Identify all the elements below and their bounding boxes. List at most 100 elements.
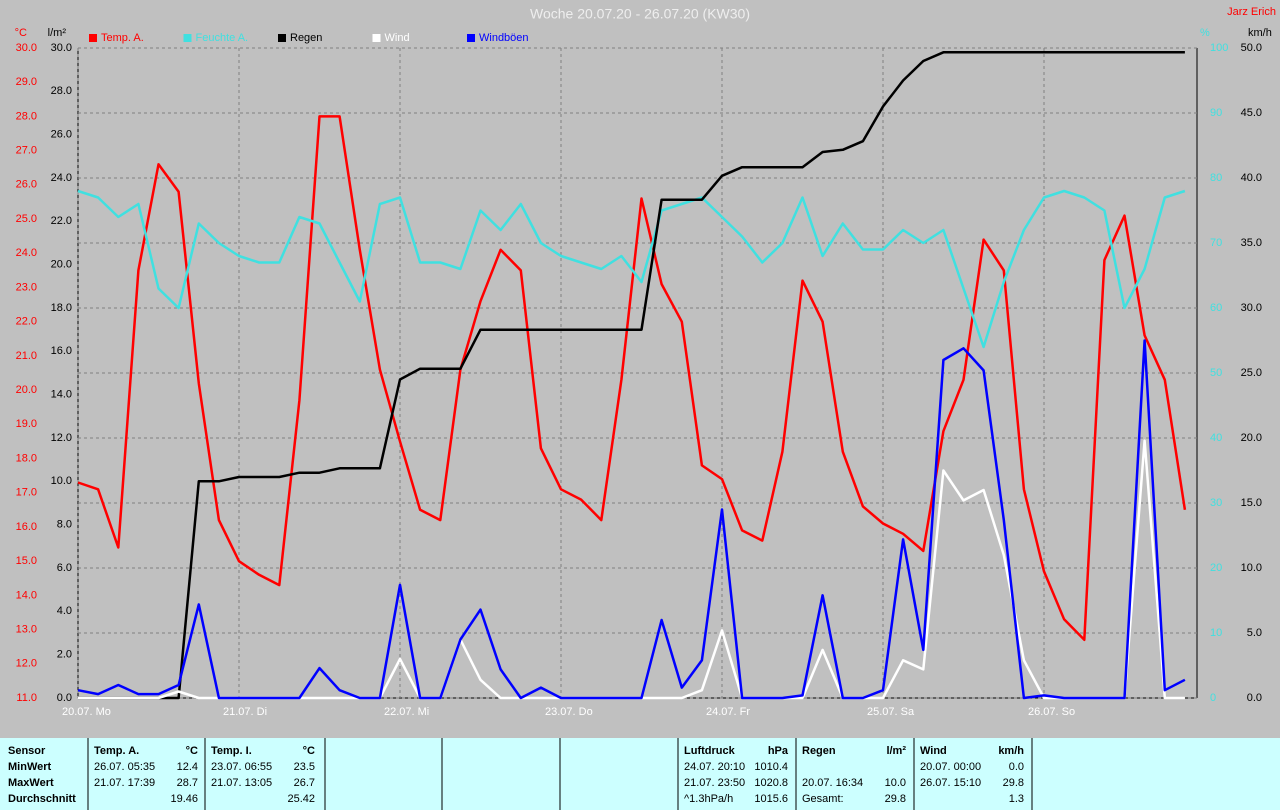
cell-time: 23.07. 06:55 [211, 761, 272, 773]
y-tick-label: 27.0 [16, 145, 37, 157]
cell-value: 1010.4 [754, 761, 788, 773]
x-tick-label: 20.07. Mo [62, 706, 111, 718]
legend-swatch [89, 34, 97, 42]
y3-tick-label: 18.0 [51, 302, 72, 314]
y3-unit: l/m² [48, 27, 67, 39]
y3-tick-label: 0.0 [57, 692, 72, 704]
cell-time: 20.07. 16:34 [802, 777, 863, 789]
y3-tick-label: 24.0 [51, 172, 72, 184]
row-label: Sensor [8, 745, 46, 757]
column-unit: °C [303, 745, 315, 757]
column-title: Wind [920, 745, 947, 757]
legend-label: Feuchte A. [196, 32, 249, 44]
y-tick-label: 25.0 [16, 213, 37, 225]
y-tick-label: 20.0 [16, 384, 37, 396]
y4-tick-label: 0 [1210, 692, 1216, 704]
cell-value: 0.0 [1009, 761, 1024, 773]
column-unit: km/h [998, 745, 1024, 757]
y4-unit: % [1200, 27, 1210, 39]
y4-tick-label: 10 [1210, 627, 1222, 639]
y-tick-label: 13.0 [16, 623, 37, 635]
y2-tick-label: 45.0 [1241, 107, 1262, 119]
x-tick-label: 23.07. Do [545, 706, 593, 718]
y2-tick-label: 5.0 [1247, 627, 1262, 639]
x-tick-label: 24.07. Fr [706, 706, 750, 718]
cell-value: 25.42 [287, 793, 315, 805]
y4-tick-label: 20 [1210, 562, 1222, 574]
y2-tick-label: 25.0 [1241, 367, 1262, 379]
author: Jarz Erich [1227, 6, 1276, 18]
x-tick-label: 22.07. Mi [384, 706, 429, 718]
stats-panel [0, 738, 1280, 810]
row-label: Durchschnitt [8, 793, 76, 805]
y3-tick-label: 20.0 [51, 259, 72, 271]
y4-tick-label: 50 [1210, 367, 1222, 379]
cell-time: 26.07. 15:10 [920, 777, 981, 789]
y-tick-label: 21.0 [16, 350, 37, 362]
y-tick-label: 12.0 [16, 658, 37, 670]
y-tick-label: 19.0 [16, 418, 37, 430]
cell-value: 1.3 [1009, 793, 1024, 805]
y3-tick-label: 10.0 [51, 475, 72, 487]
series-line [77, 189, 1186, 349]
y2-tick-label: 40.0 [1241, 172, 1262, 184]
y3-tick-label: 4.0 [57, 605, 72, 617]
x-tick-label: 25.07. Sa [867, 706, 915, 718]
y-tick-label: 14.0 [16, 589, 37, 601]
cell-value: 10.0 [885, 777, 906, 789]
y3-tick-label: 30.0 [51, 42, 72, 54]
y3-tick-label: 26.0 [51, 129, 72, 141]
y-tick-label: 18.0 [16, 452, 37, 464]
y3-tick-label: 28.0 [51, 85, 72, 97]
y-tick-label: 17.0 [16, 487, 37, 499]
y-tick-label: 22.0 [16, 316, 37, 328]
cell-time: 21.07. 13:05 [211, 777, 272, 789]
row-label: MaxWert [8, 777, 54, 789]
legend-swatch [372, 34, 381, 42]
legend-label: Wind [385, 32, 410, 44]
y-tick-label: 28.0 [16, 110, 37, 122]
column-unit: l/m² [886, 745, 906, 757]
legend-label: Regen [290, 32, 322, 44]
column-title: Luftdruck [684, 745, 736, 757]
y2-tick-label: 35.0 [1241, 237, 1262, 249]
cell-time: 21.07. 17:39 [94, 777, 155, 789]
y2-unit: km/h [1248, 27, 1272, 39]
legend-label: Temp. A. [101, 32, 144, 44]
series-line [77, 339, 1186, 700]
cell-value: 26.7 [294, 777, 315, 789]
cell-value: 1015.6 [754, 793, 788, 805]
y2-tick-label: 50.0 [1241, 42, 1262, 54]
cell-time: 26.07. 05:35 [94, 761, 155, 773]
cell-value: 19.46 [170, 793, 198, 805]
y3-tick-label: 16.0 [51, 345, 72, 357]
y-tick-label: 24.0 [16, 247, 37, 259]
x-tick-label: 26.07. So [1028, 706, 1075, 718]
y2-tick-label: 20.0 [1241, 432, 1262, 444]
cell-value: 28.7 [177, 777, 198, 789]
cell-time: ^1.3hPa/h [684, 793, 733, 805]
y3-tick-label: 14.0 [51, 389, 72, 401]
y4-tick-label: 30 [1210, 497, 1222, 509]
cell-time: 21.07. 23:50 [684, 777, 745, 789]
y-unit: °C [15, 27, 27, 39]
y-tick-label: 23.0 [16, 281, 37, 293]
legend-swatch [278, 34, 286, 42]
y3-tick-label: 2.0 [57, 649, 72, 661]
legend-swatch [467, 34, 475, 42]
legend-swatch [183, 34, 192, 42]
y2-tick-label: 10.0 [1241, 562, 1262, 574]
x-tick-label: 21.07. Di [223, 706, 267, 718]
cell-time: 24.07. 20:10 [684, 761, 745, 773]
y-tick-label: 15.0 [16, 555, 37, 567]
y2-tick-label: 30.0 [1241, 302, 1262, 314]
y4-tick-label: 70 [1210, 237, 1222, 249]
cell-time: 20.07. 00:00 [920, 761, 981, 773]
y4-tick-label: 40 [1210, 432, 1222, 444]
series-line [77, 115, 1187, 642]
y-tick-label: 11.0 [16, 692, 37, 704]
column-title: Regen [802, 745, 836, 757]
cell-value: 23.5 [294, 761, 315, 773]
